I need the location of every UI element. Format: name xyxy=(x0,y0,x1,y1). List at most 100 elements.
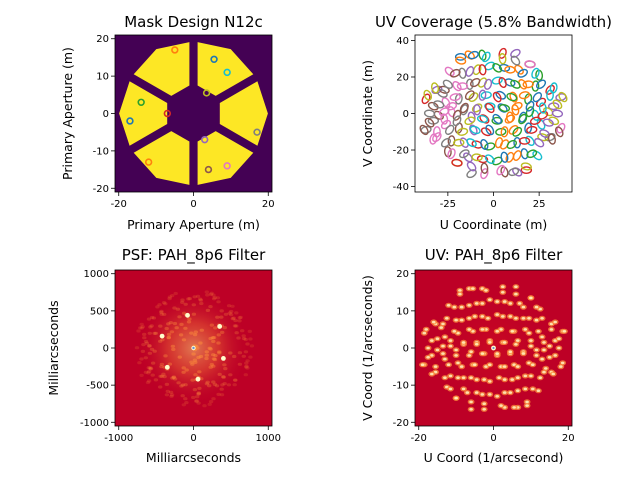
psf-speckle xyxy=(140,349,146,353)
uv-filter-peak-core xyxy=(531,363,535,367)
mask-hole xyxy=(201,135,209,144)
psf-speckle xyxy=(153,378,159,382)
psf-title: PSF: PAH_8p6 Filter xyxy=(122,246,266,265)
uv-filter-peak-core xyxy=(469,408,473,411)
psf-speckle xyxy=(148,325,153,329)
uv-filter-peak-core xyxy=(521,317,526,320)
psf-speckle xyxy=(139,373,144,377)
uv-point xyxy=(442,79,453,89)
psf-speckle xyxy=(183,302,188,306)
uv-point xyxy=(551,109,564,118)
uv-filter-peak-core xyxy=(557,337,561,341)
uv-filter-peak-core xyxy=(495,395,500,398)
psf-speckle xyxy=(161,301,167,305)
uv-point xyxy=(480,138,489,151)
psf-speckle xyxy=(243,373,248,377)
psf-speckle xyxy=(183,326,188,330)
psf-speckle xyxy=(151,316,157,320)
psf-speckle xyxy=(164,326,169,331)
uv-point xyxy=(526,125,538,134)
uv-point xyxy=(469,125,481,135)
psf-speckle xyxy=(158,385,163,389)
uv-point xyxy=(498,103,511,113)
psf-bright-spot xyxy=(221,356,226,361)
uv-point xyxy=(478,64,487,76)
psf-speckle xyxy=(204,356,209,361)
psf-speckle xyxy=(175,307,181,311)
psf-speckle xyxy=(228,313,234,317)
psf-speckle xyxy=(146,366,151,370)
uv-filter-peak-core xyxy=(448,339,453,342)
uv-point xyxy=(454,53,467,61)
psf-speckle xyxy=(146,317,152,321)
uv-filter-peak-core xyxy=(502,341,507,344)
y-tick-label: -10 xyxy=(93,146,109,157)
psf-xlabel: Milliarcseconds xyxy=(146,450,241,465)
psf-speckle xyxy=(172,321,178,326)
uv-filter-peak-core xyxy=(446,304,451,307)
uv-point xyxy=(484,154,495,164)
psf-speckle xyxy=(150,361,156,365)
uv-filter-peak-core xyxy=(551,372,556,376)
uv-filter-peak-core xyxy=(529,374,533,378)
psf-speckle xyxy=(170,344,176,348)
uv-filter-peak-core xyxy=(534,348,539,352)
y-tick-label: 0 xyxy=(103,109,109,120)
uv-filter-peak-core xyxy=(516,365,520,368)
psf-speckle xyxy=(244,365,249,369)
uv-filter-peak-core xyxy=(474,302,479,305)
psf-speckle xyxy=(148,367,153,371)
psf-speckle xyxy=(138,326,143,330)
x-tick-label: -25 xyxy=(440,199,456,210)
uv-coverage-axes-frame xyxy=(414,34,573,193)
uv-filter-xlabel: U Coord (1/arcsecond) xyxy=(424,450,564,465)
mask-xlabel: Primary Aperture (m) xyxy=(127,217,260,232)
psf-speckle xyxy=(219,315,224,319)
uv-point xyxy=(480,162,489,174)
uv-point xyxy=(454,93,463,105)
uv-filter-peak-core xyxy=(514,285,518,289)
uv-filter-peak-core xyxy=(536,389,541,393)
psf-speckle xyxy=(233,378,238,382)
uv-point xyxy=(471,153,483,162)
psf-speckle xyxy=(205,308,211,312)
uv-filter-peak-core xyxy=(469,376,473,380)
uv-filter-peak-core xyxy=(516,376,520,380)
uv-filter-peak-core xyxy=(461,341,466,344)
psf-speckle xyxy=(181,366,186,370)
uv-filter-peak-core xyxy=(446,363,451,367)
y-tick-label: -20 xyxy=(393,418,409,429)
uv-filter-peak-core xyxy=(488,298,492,302)
uv-point xyxy=(536,79,547,90)
uv-point xyxy=(538,102,547,114)
psf-speckle xyxy=(202,404,207,408)
psf-ticks: -1000 0 1000 -1000 -500 0 500 1000 xyxy=(80,269,281,444)
uv-coverage-ylabel: V Coordinate (m) xyxy=(360,60,375,167)
uv-filter-peak-core xyxy=(454,318,458,322)
psf-speckle xyxy=(209,291,214,295)
uv-filter-peak-core xyxy=(448,387,453,391)
uv-point xyxy=(465,66,475,77)
psf-speckle xyxy=(191,352,196,356)
y-tick-label: -40 xyxy=(393,182,409,193)
psf-speckle xyxy=(219,393,225,397)
uv-filter-peak-core xyxy=(456,361,460,365)
x-tick-label: -20 xyxy=(111,199,127,210)
psf-speckle xyxy=(152,331,157,335)
uv-point xyxy=(491,116,503,125)
uv-filter-peak-core xyxy=(540,317,544,320)
psf-speckle xyxy=(208,400,214,404)
psf-speckle xyxy=(210,336,215,340)
uv-point xyxy=(449,68,461,78)
uv-point xyxy=(525,135,535,147)
psf-speckle xyxy=(169,394,174,398)
uv-filter-peak-core xyxy=(454,348,458,352)
uv-filter-peak-core xyxy=(542,348,546,352)
uv-filter-peak-core xyxy=(469,400,473,404)
psf-speckle xyxy=(191,395,196,400)
uv-filter-peak-core xyxy=(474,343,479,346)
uv-point xyxy=(455,56,467,65)
uv-point xyxy=(419,124,429,136)
psf-speckle xyxy=(191,312,197,316)
mask-hole xyxy=(210,55,218,63)
